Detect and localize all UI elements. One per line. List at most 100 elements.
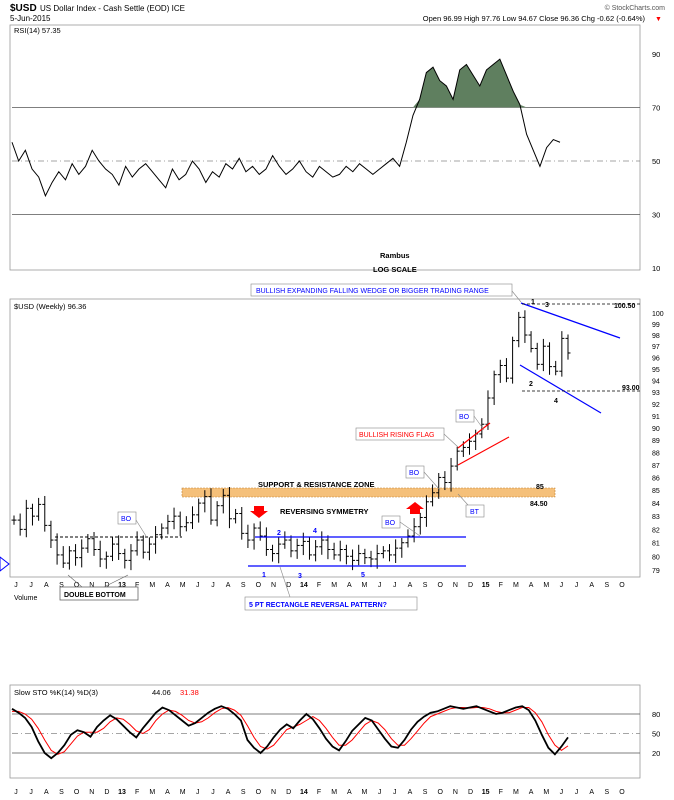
bo-label-4: BO <box>459 414 470 421</box>
wedge-point-4: 4 <box>554 398 558 405</box>
sto-x-tick: J <box>560 789 564 796</box>
bt-callout <box>465 504 485 518</box>
price-x-tick: O <box>619 582 625 589</box>
rsi-series-line <box>11 58 561 198</box>
bo-label-2: BO <box>385 520 396 527</box>
price-tick-label: 91 <box>652 414 660 421</box>
sto-x-tick: M <box>331 789 337 796</box>
double-bottom-callout <box>59 586 139 601</box>
price-x-tick: J <box>29 582 33 589</box>
rsi-overbought-fill <box>12 59 560 108</box>
price-x-tick: A <box>408 582 413 589</box>
sto-x-tick: F <box>317 789 321 796</box>
price-x-tick: 13 <box>118 582 126 589</box>
sto-x-tick: J <box>14 789 18 796</box>
rsi-tick-label: 30 <box>652 211 660 220</box>
bo-callout-1 <box>117 511 137 525</box>
price-x-tick: J <box>393 582 397 589</box>
rsi-tick-label: 50 <box>652 157 660 166</box>
sto-grid <box>12 713 640 754</box>
sto-x-tick: F <box>135 789 139 796</box>
price-x-tick: S <box>605 582 610 589</box>
price-title: $USD (Weekly) 96.36 <box>14 302 86 311</box>
sto-x-tick: J <box>378 789 382 796</box>
price-x-tick: A <box>226 582 231 589</box>
sto-tick-label: 50 <box>652 730 660 739</box>
sto-k-line <box>11 705 569 760</box>
wedge-point-1: 1 <box>531 299 535 306</box>
symmetry-label: REVERSING SYMMETRY <box>280 507 368 516</box>
quote-down-icon: ▼ <box>655 16 662 23</box>
price-x-tick: N <box>453 582 458 589</box>
sto-x-tick: F <box>499 789 503 796</box>
sto-x-tick: D <box>104 789 109 796</box>
sto-k-value: 44.06 <box>152 688 171 697</box>
price-tick-label: 90 <box>652 426 660 433</box>
sto-x-tick: S <box>605 789 610 796</box>
sto-x-tick: M <box>513 789 519 796</box>
price-x-tick: O <box>437 582 443 589</box>
sto-tick-label: 20 <box>652 749 660 758</box>
sto-x-tick: O <box>74 789 80 796</box>
rsi-panel-frame <box>9 24 641 271</box>
price-tick-label: 85 <box>652 488 660 495</box>
price-x-tick: A <box>347 582 352 589</box>
rectangle-callout <box>244 596 418 611</box>
rect-point-1: 1 <box>262 572 266 579</box>
rsi-y-axis: 10 30 50 70 90 <box>652 50 660 273</box>
price-panel-frame <box>9 298 641 578</box>
sto-x-tick: N <box>271 789 276 796</box>
sto-x-tick: A <box>226 789 231 796</box>
rsi-grid <box>12 107 640 216</box>
sto-x-tick: A <box>165 789 170 796</box>
volume-label: Volume <box>14 595 37 602</box>
price-tick-label: 87 <box>652 463 660 470</box>
sto-x-tick: M <box>543 789 549 796</box>
rect-point-4: 4 <box>313 528 317 535</box>
sto-lines <box>11 705 569 760</box>
price-y-axis: 79 80 81 82 83 84 85 86 87 88 89 90 91 92 93 94 95 96 97 98… <box>652 311 664 575</box>
sto-x-tick: S <box>241 789 246 796</box>
bo-label-3: BO <box>409 470 420 477</box>
db-pointer-right <box>103 574 129 588</box>
price-x-tick: J <box>211 582 215 589</box>
price-x-tick: J <box>378 582 382 589</box>
zone-label: SUPPORT & RESISTANCE ZONE <box>258 480 375 489</box>
rsi-tick-label: 90 <box>652 50 660 59</box>
price-tick-label: 83 <box>652 514 660 521</box>
bo-pointer-3 <box>423 471 441 491</box>
sto-x-tick: J <box>575 789 579 796</box>
bo-pointer-1 <box>135 519 147 537</box>
price-x-tick: M <box>180 582 186 589</box>
db-pointer-left <box>67 574 83 588</box>
price-x-tick: N <box>89 582 94 589</box>
level-8450-label: 84.50 <box>530 501 548 508</box>
sto-x-tick: S <box>59 789 64 796</box>
price-x-tick: F <box>499 582 503 589</box>
level-85-label: 85 <box>536 484 544 491</box>
price-x-tick: J <box>196 582 200 589</box>
rect-point-2: 2 <box>277 530 281 537</box>
double-bottom-label: DOUBLE BOTTOM <box>64 592 126 599</box>
support-resistance-zone <box>181 487 556 498</box>
rect-point-3: 3 <box>298 573 302 580</box>
price-bars <box>11 310 571 571</box>
wedge-label: BULLISH EXPANDING FALLING WEDGE OR BIGGE… <box>256 288 489 295</box>
sto-x-tick: O <box>437 789 443 796</box>
price-x-tick: M <box>362 582 368 589</box>
sto-x-tick: M <box>180 789 186 796</box>
wedge-callout <box>250 283 513 297</box>
price-tick-label: 96 <box>652 356 660 363</box>
price-x-axis: JJASOND13FMAMJJASOND14FMAMJJASOND15FMAMJ… <box>14 582 625 589</box>
price-tick-label: 94 <box>652 378 660 385</box>
sto-x-tick: M <box>362 789 368 796</box>
price-x-tick: S <box>59 582 64 589</box>
sto-title: Slow STO %K(14) %D(3) <box>14 688 99 697</box>
rsi-tick-label: 10 <box>652 264 660 273</box>
sto-x-tick: J <box>393 789 397 796</box>
price-x-tick: A <box>529 582 534 589</box>
price-x-tick: M <box>513 582 519 589</box>
price-x-tick: A <box>589 582 594 589</box>
sto-x-tick: A <box>589 789 594 796</box>
